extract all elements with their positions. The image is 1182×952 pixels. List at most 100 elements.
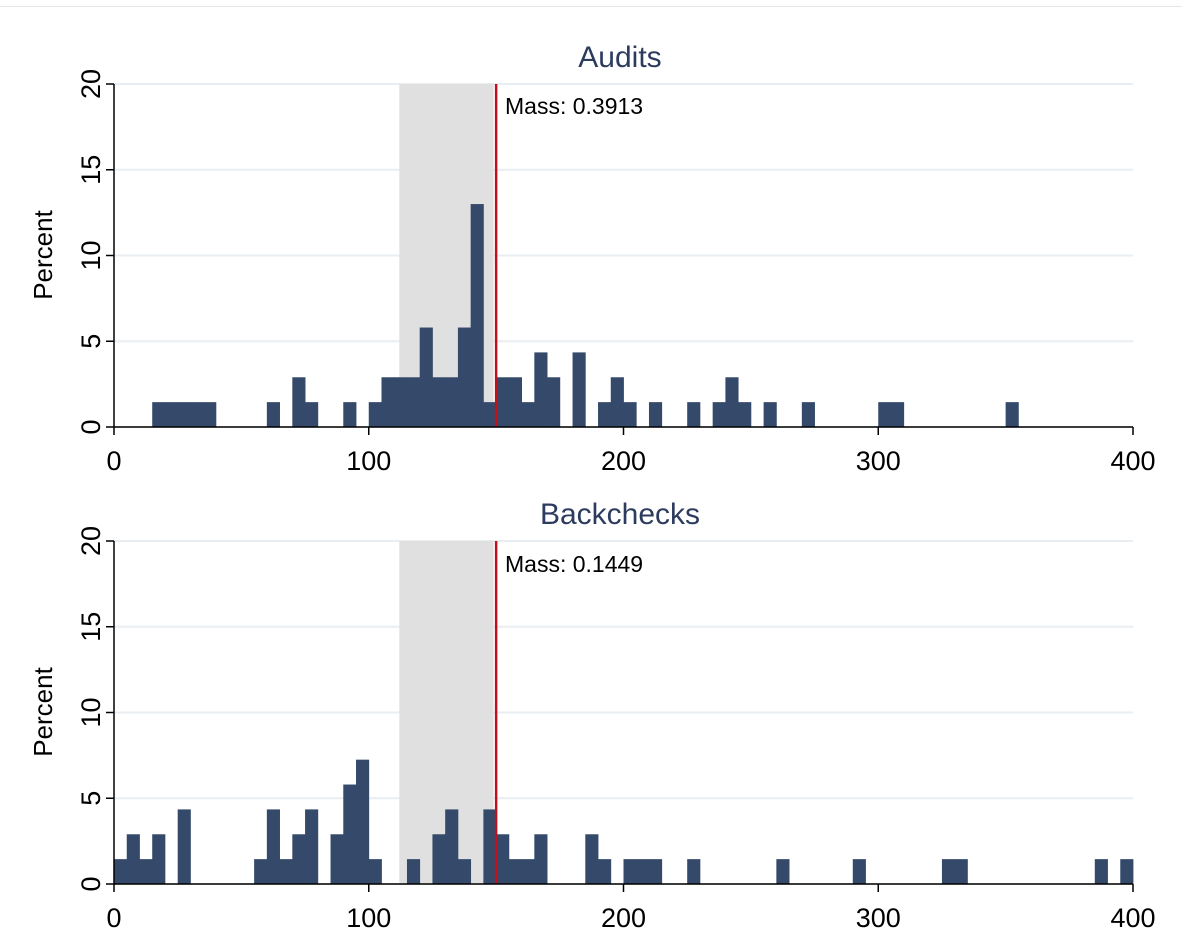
histogram-bar	[164, 402, 179, 427]
histogram-bar	[941, 859, 956, 884]
y-axis-label: Percent	[28, 666, 58, 756]
histogram-bar	[534, 834, 548, 884]
histogram-bar	[687, 859, 701, 884]
y-tick-label: 20	[76, 526, 106, 556]
histogram-bar	[432, 834, 446, 884]
histogram-bar	[1005, 402, 1019, 427]
histogram-bar	[508, 859, 522, 884]
histogram-bar	[496, 834, 510, 884]
x-tick-label: 0	[106, 903, 121, 933]
histogram-bar	[254, 859, 268, 884]
histogram-bar	[776, 859, 790, 884]
histogram-bar	[521, 859, 535, 884]
histogram-bar	[139, 859, 153, 884]
histogram-bar	[445, 809, 459, 884]
x-tick-label: 0	[106, 446, 121, 476]
y-axis-label: Percent	[28, 209, 58, 299]
histogram-bar	[406, 859, 421, 884]
histogram-bar	[457, 859, 472, 884]
x-tick-label: 200	[601, 446, 646, 476]
chart-title: Backchecks	[540, 498, 700, 531]
histogram-bar	[483, 809, 497, 884]
histogram-bar	[534, 352, 548, 427]
histogram-bar	[1120, 859, 1134, 884]
y-tick-label: 10	[76, 697, 106, 727]
y-tick-label: 0	[76, 876, 106, 891]
y-tick-label: 15	[76, 612, 106, 642]
histogram-bar	[725, 377, 739, 427]
histogram-bar	[432, 377, 446, 427]
histogram-bar	[394, 377, 408, 427]
top-border	[0, 6, 1182, 7]
histogram-bar	[266, 809, 280, 884]
histogram-bar	[457, 327, 472, 427]
histogram-bar	[177, 809, 191, 884]
x-tick-label: 300	[856, 903, 901, 933]
histogram-bar	[190, 402, 204, 427]
histogram-bar	[572, 352, 586, 427]
x-tick-label: 100	[346, 446, 391, 476]
histogram-bar	[343, 784, 357, 884]
histogram-bar	[114, 859, 128, 884]
histogram-bar	[648, 402, 663, 427]
histogram-bar	[368, 859, 382, 884]
histogram-bar	[266, 402, 280, 427]
histogram-bar	[890, 402, 905, 427]
histogram-bar	[648, 859, 663, 884]
y-tick-label: 5	[76, 791, 106, 806]
histogram-bar	[801, 402, 815, 427]
y-tick-label: 15	[76, 155, 106, 185]
mass-annotation: Mass: 0.1449	[505, 551, 643, 577]
audits-panel: 0 100 200 300 400 0 5 10 15 20 Audits Percent Mas…	[28, 41, 1156, 476]
histogram-bar	[610, 377, 624, 427]
histogram-bar	[954, 859, 968, 884]
histogram-bar	[152, 402, 166, 427]
histogram-bar	[763, 402, 777, 427]
x-tick-label: 400	[1110, 903, 1155, 933]
histogram-bar	[852, 859, 866, 884]
y-tick-label: 20	[76, 69, 106, 99]
histogram-bar	[279, 859, 293, 884]
histogram-bar	[1094, 859, 1108, 884]
x-tick-label: 100	[346, 903, 391, 933]
histogram-bar	[547, 377, 561, 427]
histogram-bar	[470, 204, 484, 427]
x-tick-label: 200	[601, 903, 646, 933]
histogram-bar	[330, 834, 344, 884]
chart-title: Audits	[578, 41, 661, 74]
histogram-bar	[445, 377, 459, 427]
plot-layer: 0 100 200 300 400 0 5 10 15 20	[76, 526, 1156, 933]
histogram-bar	[368, 402, 382, 427]
histogram-bar	[878, 402, 892, 427]
histogram-bar	[152, 834, 166, 884]
y-tick-label: 0	[76, 419, 106, 434]
histogram-bar	[521, 402, 535, 427]
histogram-bar	[623, 859, 637, 884]
histogram-bar	[177, 402, 191, 427]
histogram-bar	[356, 759, 370, 884]
histogram-bar	[305, 809, 319, 884]
histogram-bar	[738, 402, 752, 427]
y-tick-label: 5	[76, 334, 106, 349]
backchecks-panel: 0 100 200 300 400 0 5 10 15 20 Backchecks Percent…	[28, 498, 1156, 933]
histogram-bar	[292, 377, 306, 427]
histogram-bar	[623, 402, 637, 427]
histogram-bar	[343, 402, 357, 427]
x-tick-label: 300	[856, 446, 901, 476]
histogram-bar	[496, 377, 510, 427]
mass-annotation: Mass: 0.3913	[505, 93, 643, 119]
histogram-bar	[687, 402, 701, 427]
histogram-bar	[419, 327, 433, 427]
plot-layer: 0 100 200 300 400 0 5 10 15 20	[76, 69, 1156, 476]
histogram-bar	[381, 377, 395, 427]
histogram-bar	[203, 402, 217, 427]
histogram-bar	[585, 834, 599, 884]
histogram-bar	[636, 859, 650, 884]
histogram-bar	[292, 834, 306, 884]
y-tick-label: 10	[76, 240, 106, 270]
histogram-bar	[483, 402, 497, 427]
histogram-bar	[406, 377, 421, 427]
histogram-bar	[508, 377, 522, 427]
x-tick-label: 400	[1110, 446, 1155, 476]
